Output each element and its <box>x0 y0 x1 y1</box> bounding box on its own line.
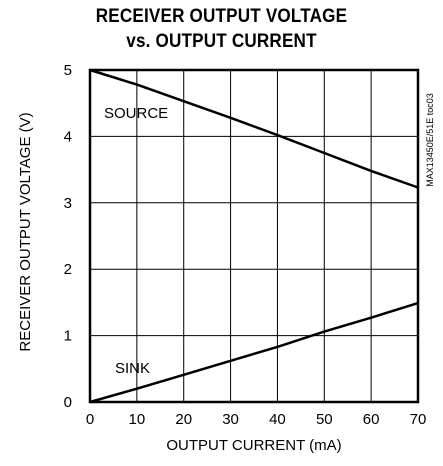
x-tick-label-3: 30 <box>222 411 239 428</box>
y-tick-label-4: 4 <box>64 128 72 145</box>
y-tick-label-5: 5 <box>64 62 72 79</box>
series-label-source: SOURCE <box>104 105 168 122</box>
y-tick-label-3: 3 <box>64 195 72 212</box>
x-axis-label: OUTPUT CURRENT (mA) <box>166 437 341 454</box>
x-tick-label-1: 10 <box>129 411 146 428</box>
chart-title-line-2: vs. OUTPUT CURRENT <box>126 31 317 52</box>
x-tick-label-7: 70 <box>410 411 427 428</box>
x-tick-label-6: 60 <box>363 411 380 428</box>
x-tick-label-0: 0 <box>86 411 94 428</box>
chart-title-line-1: RECEIVER OUTPUT VOLTAGE <box>95 6 348 27</box>
y-tick-label-1: 1 <box>64 328 72 345</box>
x-tick-label-5: 50 <box>316 411 333 428</box>
y-tick-label-0: 0 <box>64 394 72 411</box>
series-group <box>89 68 419 404</box>
tick-labels: 0 10 20 30 40 50 60 70 0 1 2 3 4 5 <box>64 62 427 428</box>
chart-title: RECEIVER OUTPUT VOLTAGE vs. OUTPUT CURRE… <box>0 4 443 54</box>
plot-frame <box>88 68 420 404</box>
series-line-source <box>89 68 419 189</box>
x-tick-label-2: 20 <box>175 411 192 428</box>
y-axis-label: RECEIVER OUTPUT VOLTAGE (V) <box>17 112 34 351</box>
y-tick-label-2: 2 <box>64 261 72 278</box>
figure-code: MAX13450E/51E toc03 <box>425 93 435 187</box>
x-tick-label-4: 40 <box>269 411 286 428</box>
series-line-sink <box>89 301 419 404</box>
series-label-sink: SINK <box>115 360 150 377</box>
